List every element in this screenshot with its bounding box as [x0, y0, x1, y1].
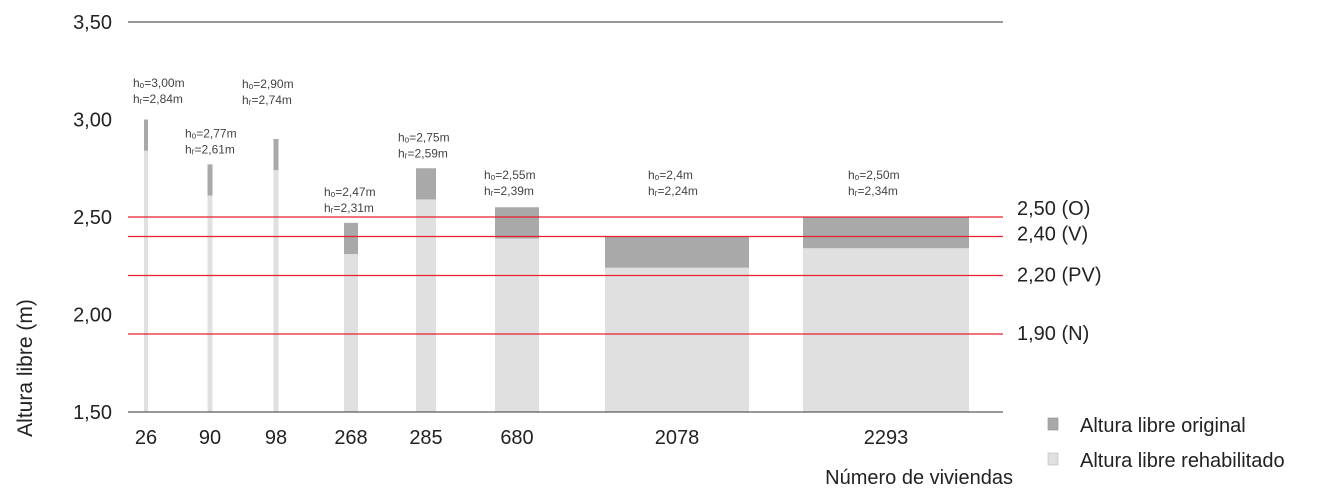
- y-tick-label-2: 2,50: [73, 207, 112, 229]
- legend-swatch-original: [1047, 417, 1059, 431]
- annotation-ho-2293: hₒ=2,50m: [848, 168, 900, 182]
- bar-rehabilitado-268: [344, 254, 358, 412]
- annotation-hr-680: hᵣ=2,39m: [484, 184, 534, 198]
- bar-original-90: [207, 164, 213, 196]
- bar-original-26: [144, 119, 148, 151]
- annotations-layer: hₒ=3,00m hᵣ=2,84m hₒ=2,77m hᵣ=2,61m hₒ=2,90m…: [133, 76, 900, 215]
- reference-label-3: 1,90 (N): [1017, 323, 1089, 345]
- x-tick-label-285: 285: [409, 427, 442, 449]
- legend-swatch-rehabilitado: [1047, 452, 1059, 466]
- x-tick-label-2078: 2078: [655, 427, 700, 449]
- legend: Altura libre original Altura libre rehab…: [1047, 415, 1285, 472]
- bar-rehabilitado-98: [273, 170, 279, 412]
- axes-layer: 1,50 2,00 2,50 3,00 3,50 26 90 98 268 285 680 2078 2…: [73, 12, 1003, 449]
- x-tick-label-2293: 2293: [864, 427, 909, 449]
- reference-label-1: 2,40 (V): [1017, 224, 1088, 246]
- bar-rehabilitado-2293: [803, 248, 969, 412]
- legend-label-original: Altura libre original: [1080, 415, 1246, 437]
- legend-label-rehabilitado: Altura libre rehabilitado: [1080, 450, 1285, 472]
- y-tick-label-4: 3,50: [73, 12, 112, 34]
- x-tick-label-268: 268: [334, 427, 367, 449]
- x-tick-label-98: 98: [265, 427, 287, 449]
- annotation-hr-268: hᵣ=2,31m: [324, 201, 374, 215]
- annotation-ho-98: hₒ=2,90m: [242, 77, 294, 91]
- reference-lines-layer: 2,50 (O) 2,40 (V) 2,20 (PV) 1,90 (N): [128, 198, 1101, 345]
- bar-rehabilitado-2078: [605, 267, 749, 412]
- bar-original-285: [416, 168, 436, 200]
- annotation-hr-285: hᵣ=2,59m: [398, 146, 448, 160]
- annotation-ho-2078: hₒ=2,4m: [648, 168, 693, 182]
- bar-original-2293: [803, 217, 969, 249]
- y-axis-label: Altura libre (m): [14, 299, 37, 437]
- y-tick-label-1: 2,00: [73, 305, 112, 327]
- bars-layer: [144, 119, 969, 412]
- annotation-ho-285: hₒ=2,75m: [398, 130, 450, 144]
- bar-original-268: [344, 222, 358, 255]
- reference-label-2: 2,20 (PV): [1017, 265, 1101, 287]
- annotation-ho-90: hₒ=2,77m: [185, 126, 237, 140]
- bar-rehabilitado-285: [416, 199, 436, 412]
- annotation-ho-680: hₒ=2,55m: [484, 168, 536, 182]
- bar-original-680: [495, 207, 539, 239]
- annotation-ho-268: hₒ=2,47m: [324, 185, 376, 199]
- x-axis-label: Número de viviendas: [825, 467, 1013, 488]
- annotation-hr-2078: hᵣ=2,24m: [648, 184, 698, 198]
- bar-original-98: [273, 139, 279, 171]
- bar-rehabilitado-90: [207, 195, 213, 412]
- annotation-hr-26: hᵣ=2,84m: [133, 92, 183, 106]
- x-tick-label-90: 90: [199, 427, 221, 449]
- bar-rehabilitado-26: [144, 150, 148, 412]
- annotation-hr-90: hᵣ=2,61m: [185, 142, 235, 156]
- reference-label-0: 2,50 (O): [1017, 198, 1090, 220]
- annotation-ho-26: hₒ=3,00m: [133, 76, 185, 90]
- y-tick-label-0: 1,50: [73, 402, 112, 424]
- bar-rehabilitado-680: [495, 238, 539, 412]
- x-tick-label-26: 26: [135, 427, 157, 449]
- x-tick-label-680: 680: [500, 427, 533, 449]
- bar-original-2078: [605, 236, 749, 268]
- y-tick-label-3: 3,00: [73, 110, 112, 132]
- annotation-hr-98: hᵣ=2,74m: [242, 93, 292, 107]
- annotation-hr-2293: hᵣ=2,34m: [848, 184, 898, 198]
